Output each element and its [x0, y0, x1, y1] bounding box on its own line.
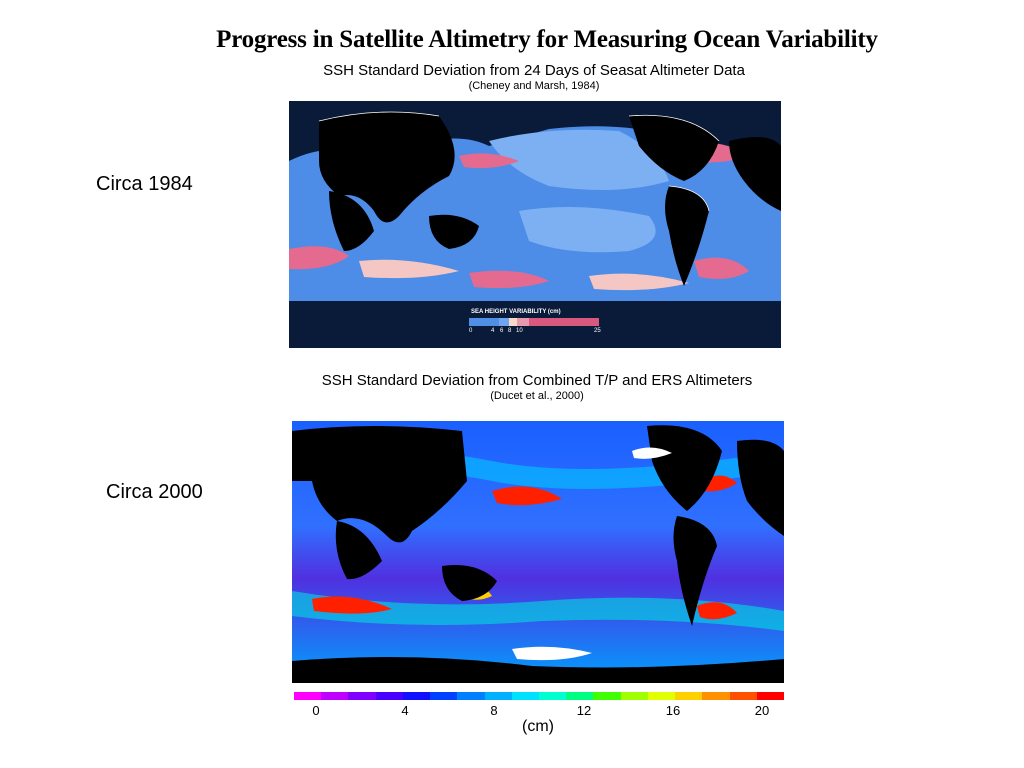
colorbar-swatch: [729, 692, 757, 700]
colorbar-tick: 8: [490, 703, 498, 718]
colorbar-swatch: [593, 692, 621, 700]
slide-title: Progress in Satellite Altimetry for Meas…: [216, 26, 878, 53]
colorbar-swatch: [321, 692, 349, 700]
map-citation-2000: (Ducet et al., 2000): [490, 390, 584, 402]
colorbar-swatch: [402, 692, 431, 700]
colorbar-swatch: [511, 692, 539, 700]
legend-tick: 25: [594, 328, 601, 334]
colorbar-tick: 4: [401, 703, 409, 718]
altimetry-map-2000: [292, 421, 784, 683]
colorbar-tick: 12: [576, 703, 592, 718]
map-citation-1984: (Cheney and Marsh, 1984): [468, 80, 600, 92]
colorbar-swatch: [294, 692, 322, 700]
map-title-2000: SSH Standard Deviation from Combined T/P…: [321, 372, 753, 389]
legend-tick: 0: [469, 328, 473, 334]
colorbar-swatch: [457, 692, 485, 700]
colorbar-swatch: [702, 692, 730, 700]
era-label-1984: Circa 1984: [96, 173, 193, 195]
colorbar-tick: 20: [754, 703, 770, 718]
colorbar-swatch: [348, 692, 376, 700]
legend-tick: 6: [500, 328, 504, 334]
colorbar-swatch: [675, 692, 703, 700]
era-label-2000: Circa 2000: [106, 481, 203, 503]
colorbar-swatch: [430, 692, 458, 700]
legend-tick: 4: [491, 328, 495, 334]
map-title-1984: SSH Standard Deviation from 24 Days of S…: [323, 62, 745, 79]
colorbar-swatch: [566, 692, 594, 700]
colorbar-tick: 16: [665, 703, 681, 718]
legend-tick: 10: [516, 328, 523, 334]
colorbar-swatch: [538, 692, 567, 700]
altimetry-map-image: [292, 421, 784, 683]
colorbar-swatch: [620, 692, 648, 700]
legend-tick: 8: [508, 328, 512, 334]
colorbar-swatch: [375, 692, 403, 700]
colorbar-swatch: [756, 692, 784, 700]
colorbar-swatch: [484, 692, 512, 700]
seasat-map-image: [289, 101, 781, 348]
colorbar-unit: (cm): [522, 718, 554, 735]
legend-title-1984: SEA HEIGHT VARIABILITY (cm): [471, 309, 561, 315]
colorbar-tick: 0: [312, 703, 320, 718]
colorbar-2000: [294, 692, 784, 700]
colorbar-swatch: [647, 692, 676, 700]
seasat-map-1984: SEA HEIGHT VARIABILITY (cm) 0 4 6 8 10 2…: [289, 101, 781, 348]
legend-ticks-1984: 0 4 6 8 10 25: [469, 328, 604, 338]
